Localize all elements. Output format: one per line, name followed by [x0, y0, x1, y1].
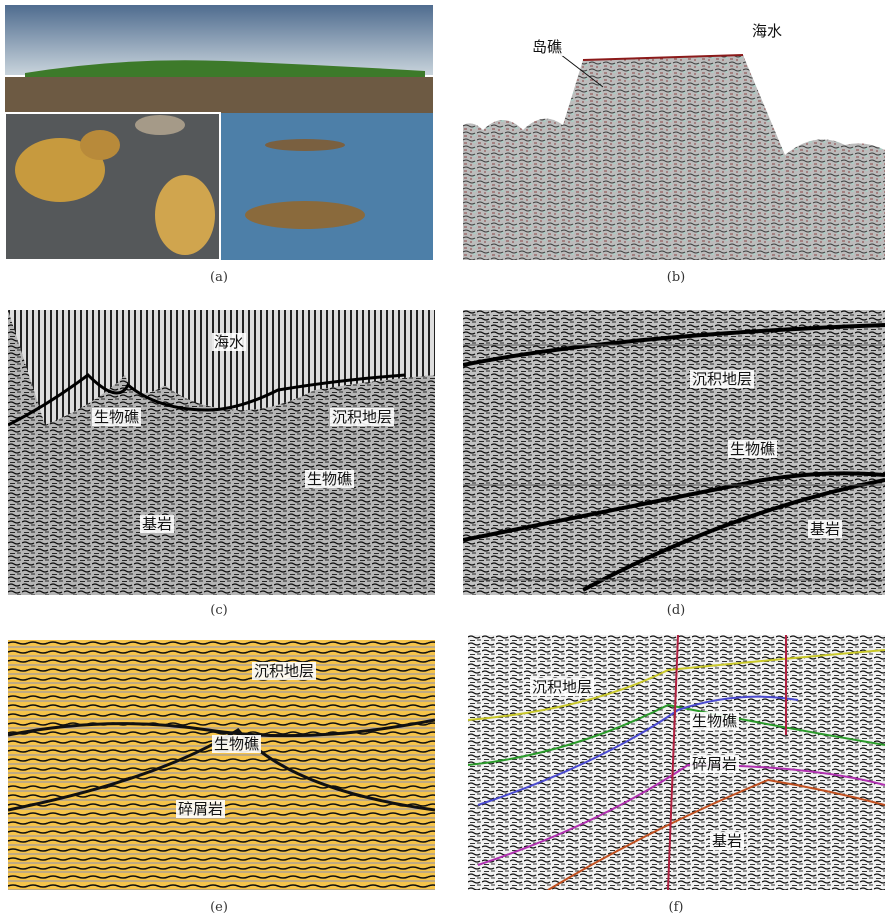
seismic-panel — [8, 640, 435, 890]
figure: (a)(b)海水岛礁(c)海水生物礁沉积地层生物礁基岩(d)沉积地层生物礁基岩(… — [0, 0, 889, 922]
annotation: 生物礁 — [305, 470, 354, 488]
annotation: 海水 — [750, 22, 784, 40]
panel-label: (f) — [669, 900, 684, 915]
seismic-panel — [468, 635, 885, 890]
seismic-panel — [463, 310, 885, 595]
annotation: 海水 — [212, 333, 246, 351]
annotation: 沉积地层 — [330, 408, 394, 426]
panel-label: (b) — [667, 270, 685, 285]
panel-label: (c) — [210, 603, 227, 618]
annotation: 沉积地层 — [690, 370, 754, 388]
annotation: 生物礁 — [690, 712, 739, 730]
annotation: 生物礁 — [728, 440, 777, 458]
panel-label: (e) — [210, 900, 228, 915]
annotation: 沉积地层 — [252, 662, 316, 680]
annotation: 沉积地层 — [530, 678, 594, 696]
annotation: 生物礁 — [92, 408, 141, 426]
seismic-panel — [463, 5, 885, 260]
annotation: 基岩 — [140, 515, 174, 533]
annotation: 岛礁 — [530, 38, 564, 56]
annotation: 碎屑岩 — [176, 800, 225, 818]
annotation: 基岩 — [808, 520, 842, 538]
panel-label: (a) — [210, 270, 228, 285]
annotation: 基岩 — [710, 832, 744, 850]
annotation: 生物礁 — [212, 735, 261, 753]
seismic-panel — [8, 310, 435, 595]
panel-label: (d) — [667, 603, 685, 618]
annotation: 碎屑岩 — [690, 755, 739, 773]
photo-panel — [5, 5, 433, 260]
